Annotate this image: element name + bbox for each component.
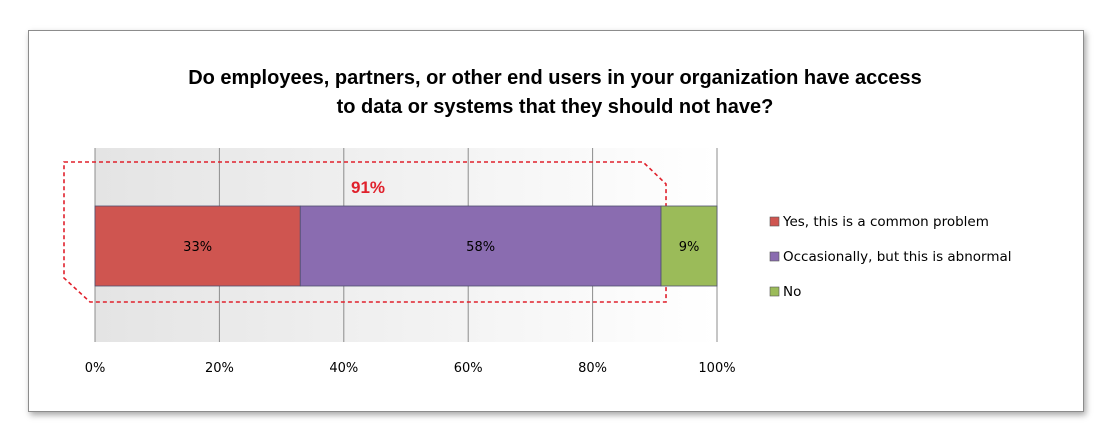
x-tick-label: 40% — [329, 361, 358, 376]
x-tick-label: 60% — [454, 361, 483, 376]
annotation-label: 91% — [351, 178, 385, 197]
bar-label-group: 33% 58% 9% — [183, 240, 699, 255]
annotation-outline — [63, 161, 667, 303]
x-tick-label: 80% — [578, 361, 607, 376]
legend-swatch — [769, 286, 780, 297]
legend-label: No — [783, 284, 801, 300]
x-axis-ticks: 0% 20% 40% 60% 80% 100% — [85, 361, 736, 376]
bar-data-label: 9% — [679, 240, 700, 255]
chart-title-line-1: Do employees, partners, or other end use… — [188, 67, 922, 89]
bar-data-label: 33% — [183, 240, 212, 255]
x-tick-label: 0% — [85, 361, 106, 376]
bar-segment-3 — [660, 205, 718, 287]
legend: Yes, this is a common problem Occasionall… — [769, 214, 1012, 300]
legend-label: Occasionally, but this is abnormal — [783, 249, 1012, 265]
legend-swatch — [769, 251, 780, 262]
bar-data-label: 58% — [466, 240, 495, 255]
legend-swatch — [769, 216, 780, 227]
chart-title-line-2: to data or systems that they should not … — [337, 96, 774, 118]
x-tick-label: 20% — [205, 361, 234, 376]
annotation-outline-group — [63, 161, 667, 303]
x-tick-label: 100% — [698, 361, 735, 376]
legend-label: Yes, this is a common problem — [782, 214, 989, 230]
bar-group — [94, 205, 718, 287]
